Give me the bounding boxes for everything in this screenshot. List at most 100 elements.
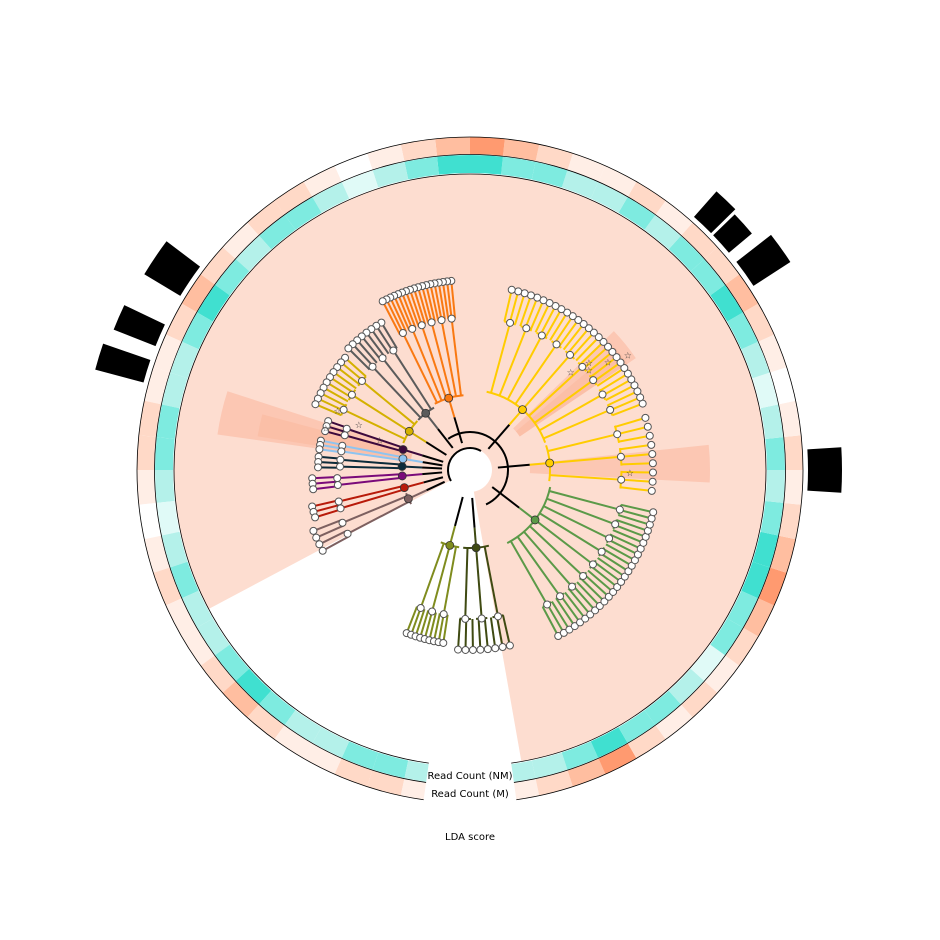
leaf-branch — [597, 557, 626, 578]
clade-root-node — [518, 405, 527, 415]
subclade-branch — [450, 318, 462, 396]
leaf-node — [616, 358, 625, 367]
subclade-branch — [529, 525, 584, 577]
leaf-node — [498, 643, 507, 652]
leaf-branch — [419, 610, 430, 639]
leaf-branch — [602, 548, 633, 567]
ring-m-segment — [628, 725, 666, 759]
subclade-node — [342, 424, 351, 433]
leaf-branch — [413, 288, 427, 325]
leaf-branch — [312, 475, 338, 480]
leaf-branch — [544, 308, 563, 338]
leaf-node — [627, 375, 636, 384]
star-marker: ☆ — [585, 359, 593, 369]
star-marker: ☆ — [567, 369, 575, 379]
ring-m-segment — [165, 303, 197, 342]
lda-bar-5 — [144, 241, 201, 296]
subclade-branch — [483, 546, 499, 617]
ring-nm-segment — [752, 372, 779, 409]
subclade-node — [340, 431, 349, 440]
ring-m-segment — [758, 567, 787, 606]
ring-nm-segment — [161, 372, 188, 409]
leaf-branch — [433, 283, 443, 321]
ring-m-segment — [743, 303, 775, 342]
ring-m-segment — [274, 181, 312, 215]
leaf-branch — [356, 339, 378, 364]
lda-bar-3 — [713, 214, 752, 253]
leaf-branch — [621, 462, 653, 466]
subclade-branch — [521, 354, 571, 411]
leaf-branch — [616, 425, 649, 436]
subclade-node — [616, 452, 625, 461]
leaf-branch — [590, 565, 618, 588]
leaf-branch — [471, 618, 474, 650]
subclade-node — [588, 560, 597, 569]
leaf-branch — [600, 552, 629, 573]
subclade-node — [494, 612, 503, 621]
leaf-branch — [541, 606, 560, 637]
subclade-node — [338, 518, 347, 527]
highlight-sector-main — [173, 174, 766, 762]
leaf-node — [612, 353, 621, 362]
ring-label-gap — [423, 763, 517, 804]
ring-nm-segment — [690, 259, 725, 296]
leaf-node — [311, 513, 320, 522]
subclade-node — [556, 592, 565, 601]
subclade-branch — [539, 393, 604, 432]
subclade-branch — [534, 519, 594, 566]
ring-m-segment — [181, 274, 215, 312]
subclade-branch — [528, 366, 584, 417]
subclade-branch — [341, 450, 403, 462]
ring-nm-segment — [182, 312, 213, 350]
leaf-node — [309, 526, 318, 535]
subclade-branch — [490, 322, 512, 394]
leaf-branch — [315, 403, 342, 417]
ring-m-segment — [704, 247, 740, 285]
ring-nm-segment — [727, 312, 758, 350]
subclade-node — [339, 405, 348, 414]
leaf-branch — [529, 299, 545, 331]
clade-root-node — [398, 454, 408, 464]
ring-m-segment — [628, 181, 666, 215]
ring-nm-segment — [259, 690, 296, 725]
subclade-branch — [549, 490, 621, 511]
leaf-branch — [344, 356, 367, 378]
leaf-node — [468, 645, 477, 654]
ring-nm-segment — [156, 501, 180, 536]
leaf-branch — [607, 390, 638, 407]
leaf-branch — [620, 486, 652, 492]
lda-bar-1 — [807, 447, 842, 493]
subclade-node — [589, 376, 598, 385]
tree-stem — [454, 496, 464, 527]
leaf-branch — [502, 615, 511, 646]
leaf-branch — [450, 280, 457, 319]
leaf-node — [647, 440, 656, 449]
tree-stem — [426, 480, 446, 492]
leaf-branch — [619, 509, 652, 520]
leaf-branch — [312, 480, 338, 485]
leaf-branch — [483, 618, 489, 650]
leaf-node — [312, 533, 321, 542]
subclade-node — [597, 547, 606, 556]
leaf-branch — [514, 292, 526, 325]
ring-nm-segment — [235, 235, 272, 272]
leaf-node — [599, 337, 608, 346]
subclade-branch — [351, 393, 410, 433]
leaf-branch — [559, 595, 581, 624]
leaf-branch — [365, 332, 386, 358]
leaf-branch — [464, 618, 468, 650]
ring-m-segment — [138, 400, 161, 437]
leaf-branch — [410, 607, 422, 636]
leaf-branch — [428, 612, 437, 641]
subclade-node — [336, 455, 345, 464]
ring-m-segment — [725, 274, 759, 312]
leaf-branch — [553, 315, 574, 344]
leaf-node — [476, 645, 485, 654]
leaf-branch — [317, 397, 344, 412]
leaf-branch — [332, 371, 357, 390]
ring-m-segment — [681, 681, 718, 718]
subclade-branch — [549, 455, 622, 465]
leaf-branch — [429, 283, 440, 322]
